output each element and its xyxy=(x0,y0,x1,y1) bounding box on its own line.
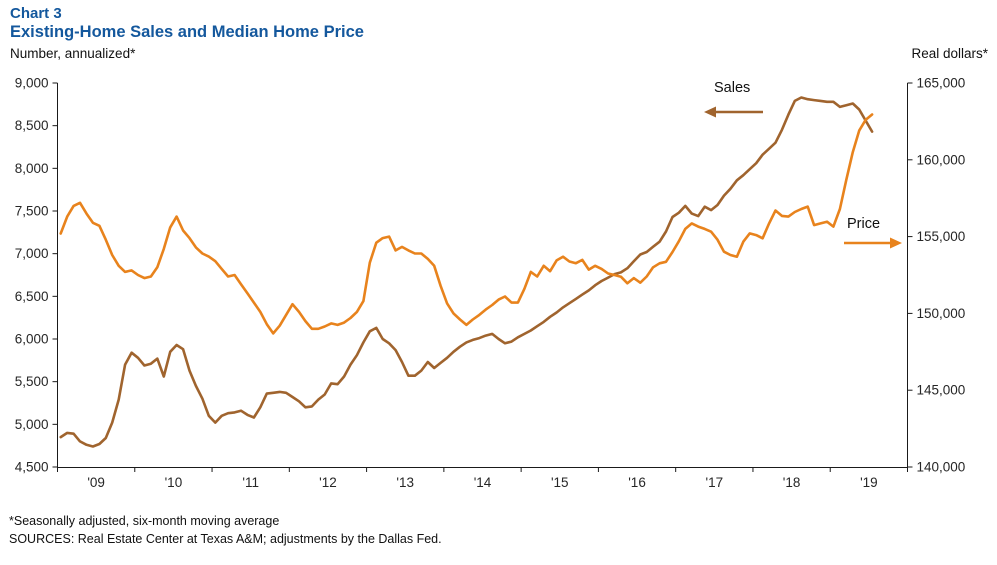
footnote-adjustment: *Seasonally adjusted, six-month moving a… xyxy=(9,514,280,528)
x-axis-tick-label: '09 xyxy=(87,475,105,490)
left-axis-tick-label: 5,000 xyxy=(15,417,49,432)
price-arrow-head-icon xyxy=(890,237,902,249)
left-axis-tick-label: 8,500 xyxy=(15,118,49,133)
left-axis-tick-label: 9,000 xyxy=(15,76,49,91)
chart-number: Chart 3 xyxy=(10,5,62,22)
right-axis-tick-label: 140,000 xyxy=(917,460,966,475)
right-axis-tick-label: 150,000 xyxy=(917,306,966,321)
left-axis-tick-label: 7,500 xyxy=(15,204,49,219)
x-axis-tick-label: '14 xyxy=(474,475,492,490)
price-line xyxy=(59,113,874,335)
left-axis-tick-label: 5,500 xyxy=(15,374,49,389)
x-axis-tick-label: '15 xyxy=(551,475,569,490)
price-series-label: Price xyxy=(847,216,881,232)
x-axis-tick-label: '12 xyxy=(319,475,337,490)
left-axis-tick-label: 4,500 xyxy=(15,460,49,475)
left-axis-unit-label: Number, annualized* xyxy=(10,46,136,61)
right-axis-tick-label: 145,000 xyxy=(917,383,966,398)
x-axis-tick-label: '17 xyxy=(706,475,724,490)
sales-series-label: Sales xyxy=(714,80,751,96)
left-axis-tick-label: 7,000 xyxy=(15,246,49,261)
right-axis-tick-label: 160,000 xyxy=(917,152,966,167)
x-axis-tick-label: '11 xyxy=(242,475,259,490)
right-axis-unit-label: Real dollars* xyxy=(911,46,988,61)
x-axis-tick-label: '19 xyxy=(860,475,878,490)
sales-line xyxy=(59,96,874,448)
right-axis-tick-label: 155,000 xyxy=(917,229,966,244)
x-axis-tick-label: '18 xyxy=(783,475,801,490)
left-axis-tick-label: 6,500 xyxy=(15,289,49,304)
sales-arrow-head-icon xyxy=(704,106,716,118)
right-axis-tick-label: 165,000 xyxy=(917,76,966,91)
left-axis-tick-label: 6,000 xyxy=(15,332,49,347)
footnote-sources: SOURCES: Real Estate Center at Texas A&M… xyxy=(9,532,442,546)
page-title: Existing-Home Sales and Median Home Pric… xyxy=(10,23,364,41)
left-axis-tick-label: 8,000 xyxy=(15,161,49,176)
x-axis-tick-label: '13 xyxy=(396,475,414,490)
x-axis-tick-label: '16 xyxy=(628,475,646,490)
x-axis-tick-label: '10 xyxy=(165,475,183,490)
